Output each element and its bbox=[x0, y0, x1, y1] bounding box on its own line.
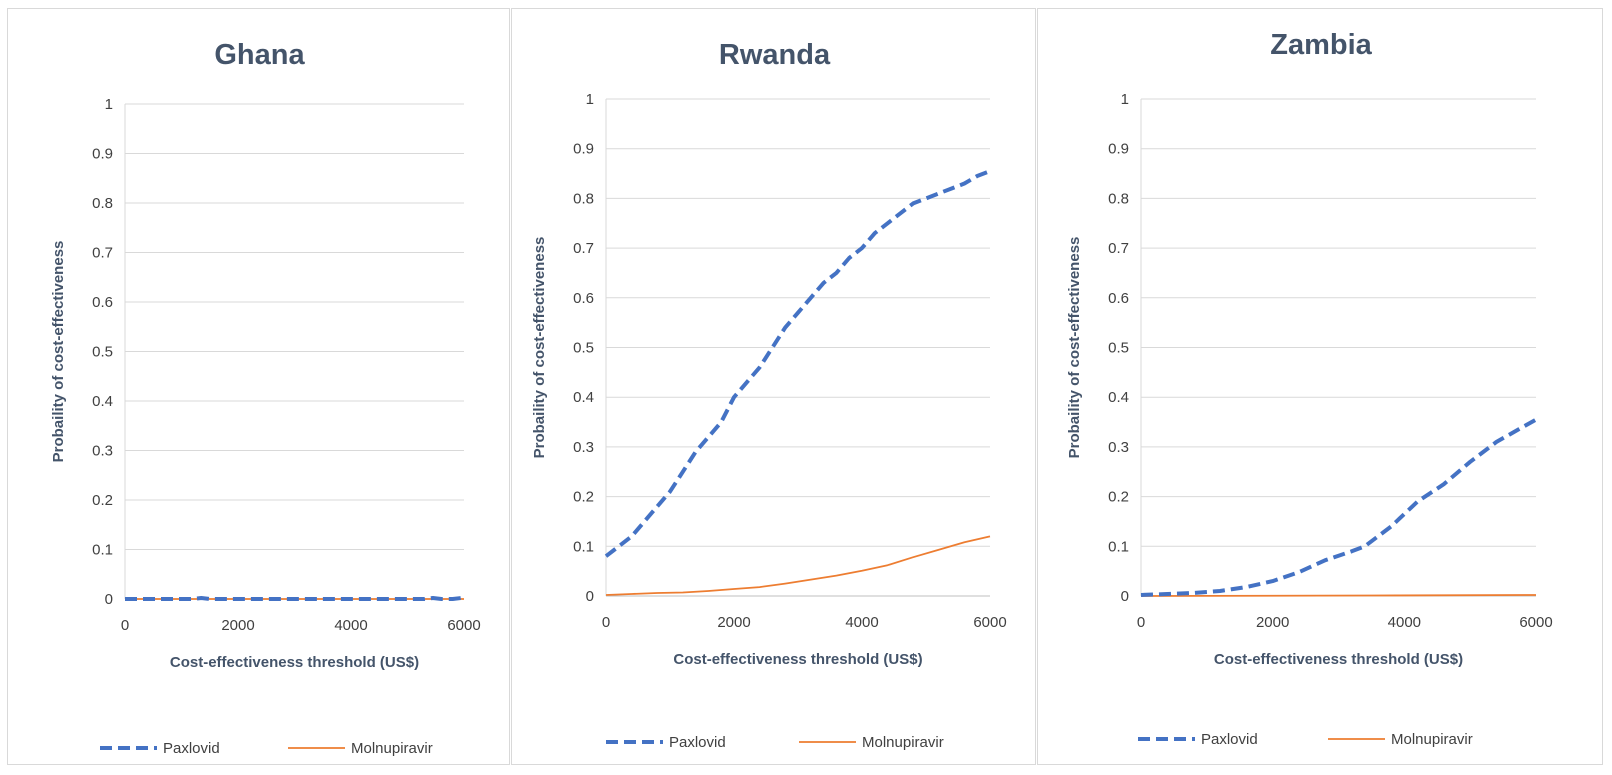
chart-svg-rwanda: Rwanda 0 0.1 0.2 0.3 0.4 0.5 0.6 0.7 0.8 0.9 1 0 2000… bbox=[531, 39, 1007, 751]
chart-svg-zambia: Zambia 0 0.1 0.2 0.3 0.4 0.5 0.6 0.7 0.8 0.9 1 0 2000… bbox=[1066, 29, 1553, 748]
y-axis-label: Probaility of cost-effectiveness bbox=[1066, 237, 1083, 459]
legend-label-molnupiravir: Molnupiravir bbox=[862, 734, 944, 751]
x-axis-label: Cost-effectiveness threshold (US$) bbox=[673, 651, 922, 668]
y-tick-label: 0.2 bbox=[92, 492, 113, 509]
legend-label-molnupiravir: Molnupiravir bbox=[1391, 731, 1473, 748]
y-tick-label: 0.7 bbox=[1108, 240, 1129, 257]
y-tick-label: 0.7 bbox=[573, 240, 594, 257]
x-tick-label: 4000 bbox=[1388, 614, 1421, 631]
y-tick-label: 0.5 bbox=[573, 340, 594, 357]
chart-title: Ghana bbox=[214, 39, 305, 71]
x-tick-label: 4000 bbox=[334, 617, 367, 634]
x-tick-label: 6000 bbox=[1519, 614, 1552, 631]
y-axis-label: Probaility of cost-effectiveness bbox=[50, 241, 67, 463]
x-tick-label: 6000 bbox=[447, 617, 480, 634]
chart-panel-zambia: Zambia 0 0.1 0.2 0.3 0.4 0.5 0.6 0.7 0.8 0.9 1 0 2000… bbox=[1037, 8, 1603, 765]
y-tick-label: 0.3 bbox=[92, 443, 113, 460]
y-tick-label: 0.1 bbox=[573, 538, 594, 555]
y-tick-label: 0.4 bbox=[1108, 389, 1129, 406]
y-tick-label: 0.9 bbox=[92, 146, 113, 163]
legend-label-molnupiravir: Molnupiravir bbox=[351, 740, 433, 757]
y-tick-label: 0.1 bbox=[92, 542, 113, 559]
y-tick-label: 0.9 bbox=[573, 141, 594, 158]
series-line-paxlovid bbox=[604, 169, 991, 558]
y-tick-label: 1 bbox=[1121, 91, 1129, 108]
y-tick-label: 0.4 bbox=[92, 393, 113, 410]
series-line-paxlovid bbox=[1140, 417, 1537, 597]
chart-title: Zambia bbox=[1270, 29, 1372, 61]
series-line-molnupiravir bbox=[1140, 594, 1537, 597]
series-line-paxlovid bbox=[125, 596, 465, 601]
y-tick-label: 0.6 bbox=[573, 290, 594, 307]
y-tick-label: 0 bbox=[1121, 588, 1129, 605]
y-tick-label: 1 bbox=[105, 96, 113, 113]
y-tick-label: 0.8 bbox=[1108, 190, 1129, 207]
y-tick-label: 0.3 bbox=[573, 439, 594, 456]
y-tick-label: 0.8 bbox=[92, 195, 113, 212]
x-tick-label: 2000 bbox=[221, 617, 254, 634]
y-tick-label: 0.7 bbox=[92, 245, 113, 262]
legend-label-paxlovid: Paxlovid bbox=[163, 740, 220, 757]
x-tick-label: 6000 bbox=[973, 614, 1006, 631]
y-tick-label: 0.6 bbox=[1108, 290, 1129, 307]
y-tick-label: 0.4 bbox=[573, 389, 594, 406]
x-tick-label: 0 bbox=[602, 614, 610, 631]
y-tick-label: 0.2 bbox=[573, 489, 594, 506]
legend-label-paxlovid: Paxlovid bbox=[1201, 731, 1258, 748]
y-tick-label: 0.3 bbox=[1108, 439, 1129, 456]
y-tick-label: 0 bbox=[586, 588, 594, 605]
chart-title: Rwanda bbox=[719, 39, 831, 71]
y-tick-label: 0.8 bbox=[573, 190, 594, 207]
y-tick-label: 0.5 bbox=[1108, 340, 1129, 357]
x-tick-label: 0 bbox=[121, 617, 129, 634]
y-tick-label: 0.2 bbox=[1108, 489, 1129, 506]
y-tick-label: 0 bbox=[105, 591, 113, 608]
x-axis-label: Cost-effectiveness threshold (US$) bbox=[170, 654, 419, 671]
x-tick-label: 4000 bbox=[845, 614, 878, 631]
series-line-molnupiravir bbox=[605, 535, 991, 596]
y-tick-label: 0.1 bbox=[1108, 538, 1129, 555]
x-tick-label: 2000 bbox=[1256, 614, 1289, 631]
chart-svg-ghana: Ghana 0 0.1 0.2 0.3 0.4 0.5 0.6 0.7 0.8 0.9 1 0 2000 4… bbox=[50, 39, 481, 757]
legend-label-paxlovid: Paxlovid bbox=[669, 734, 726, 751]
x-tick-label: 0 bbox=[1137, 614, 1145, 631]
y-tick-label: 0.6 bbox=[92, 294, 113, 311]
y-tick-label: 1 bbox=[586, 91, 594, 108]
y-axis-label: Probaility of cost-effectiveness bbox=[531, 237, 548, 459]
y-tick-label: 0.5 bbox=[92, 344, 113, 361]
y-tick-label: 0.9 bbox=[1108, 141, 1129, 158]
chart-panel-rwanda: Rwanda 0 0.1 0.2 0.3 0.4 0.5 0.6 0.7 0.8 0.9 1 0 2000… bbox=[511, 8, 1036, 765]
x-tick-label: 2000 bbox=[717, 614, 750, 631]
chart-panel-ghana: Ghana 0 0.1 0.2 0.3 0.4 0.5 0.6 0.7 0.8 0.9 1 0 2000 4… bbox=[7, 8, 510, 765]
x-axis-label: Cost-effectiveness threshold (US$) bbox=[1214, 651, 1463, 668]
